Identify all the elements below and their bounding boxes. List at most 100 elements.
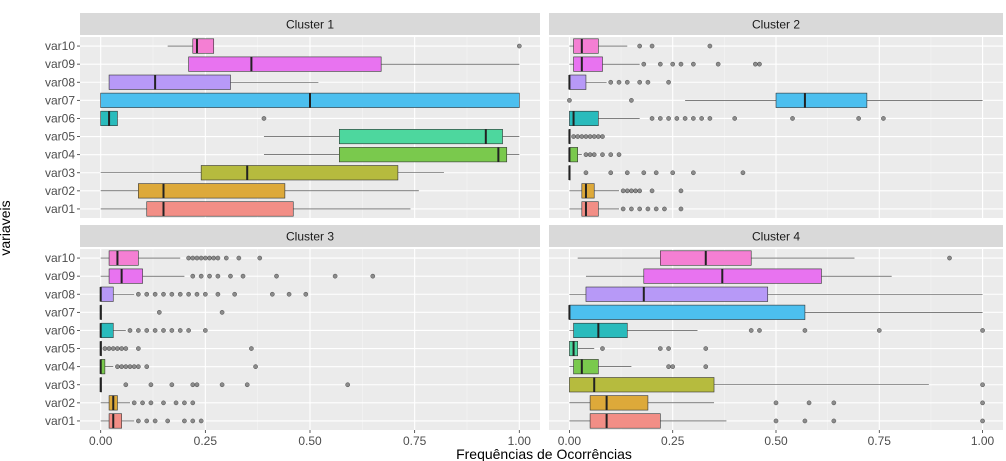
outlier-point [207, 255, 212, 261]
outlier-point [575, 134, 580, 139]
outlier-point [591, 152, 597, 157]
x-tick-label: 0.50 [764, 434, 788, 448]
y-tick-label: var04 [45, 148, 75, 162]
outlier-point [703, 364, 709, 369]
box-iqr [589, 413, 661, 429]
box-iqr [581, 201, 599, 217]
box-var09 [100, 268, 376, 284]
outlier-point [670, 61, 676, 67]
outlier-point [115, 346, 120, 351]
outlier-point [670, 170, 676, 176]
outlier-point [144, 418, 150, 424]
panel-cluster-3: Cluster 3 [80, 225, 540, 430]
outlier-point [148, 400, 154, 406]
y-tick-label: var07 [45, 93, 75, 107]
outlier-point [182, 418, 187, 424]
outlier-point [947, 255, 952, 261]
x-axis-tick-labels: 0.00 0.25 0.50 0.75 1.00 0.00 0.25 0.50 0.75 1.00 [89, 430, 995, 448]
outlier-point [148, 382, 154, 388]
outlier-point [583, 134, 589, 139]
outlier-point [161, 400, 166, 406]
outlier-point [881, 116, 886, 121]
outlier-point [136, 328, 141, 333]
box-iqr [569, 304, 806, 320]
outlier-point [123, 382, 129, 388]
outlier-point [703, 346, 709, 351]
outlier-point [190, 382, 196, 388]
outlier-point [186, 255, 191, 261]
outlier-point [658, 61, 663, 67]
box-var01 [569, 413, 985, 429]
outlier-point [517, 43, 522, 49]
outlier-point [645, 79, 651, 85]
outlier-point [240, 273, 246, 279]
outlier-point [249, 346, 254, 351]
outlier-point [198, 418, 204, 424]
outlier-point [629, 98, 634, 103]
outlier-point [194, 255, 200, 261]
outlier-point [207, 273, 212, 279]
x-tick-label: 0.25 [661, 434, 685, 448]
outlier-point [653, 206, 659, 212]
outlier-point [571, 134, 576, 139]
outlier-point [629, 188, 634, 194]
outlier-point [699, 116, 704, 121]
outlier-point [748, 328, 754, 333]
facet-strip [549, 13, 1003, 35]
box-var02 [569, 395, 985, 411]
outlier-point [674, 116, 680, 121]
box-iqr [138, 183, 286, 199]
box-var05 [263, 129, 520, 145]
box-var08 [569, 286, 983, 302]
outlier-point [666, 116, 671, 121]
outlier-point [856, 116, 861, 121]
box-var01 [100, 413, 204, 429]
outlier-point [131, 364, 137, 369]
box-iqr [108, 413, 122, 429]
box-var10 [100, 250, 263, 266]
outlier-point [773, 400, 779, 406]
y-axis-tick-labels: var10 var09 var08 var07 var06 var05 var04 var03… [45, 39, 80, 428]
outlier-point [190, 255, 196, 261]
outlier-point [190, 273, 196, 279]
outlier-point [608, 79, 614, 85]
box-var04 [263, 147, 520, 163]
outlier-point [370, 273, 376, 279]
box-var06 [100, 110, 267, 126]
box-var09 [188, 56, 520, 72]
outlier-point [641, 170, 647, 176]
x-tick-label: 0.00 [558, 434, 582, 448]
x-tick-label: 0.50 [298, 434, 322, 448]
x-tick-label: 0.00 [89, 434, 113, 448]
box-var07 [99, 304, 225, 320]
facet-title: Cluster 1 [286, 18, 334, 32]
x-tick-label: 0.25 [194, 434, 218, 448]
outlier-point [567, 98, 572, 103]
outlier-point [637, 206, 642, 212]
outlier-point [173, 400, 179, 406]
outlier-point [136, 364, 141, 369]
panel-cluster-4: Cluster 4 [549, 225, 1003, 430]
outlier-point [144, 364, 150, 369]
outlier-point [203, 291, 208, 297]
box-var07 [567, 92, 983, 108]
outlier-point [980, 328, 985, 333]
outlier-point [190, 400, 196, 406]
outlier-point [169, 382, 175, 388]
outlier-point [691, 61, 696, 67]
box-var01 [569, 201, 684, 217]
outlier-point [678, 206, 684, 212]
outlier-point [303, 291, 309, 297]
outlier-point [666, 79, 671, 85]
outlier-point [802, 328, 808, 333]
box-var02 [100, 395, 196, 411]
panel-cluster-1: Cluster 1 [80, 13, 540, 218]
outlier-point [715, 61, 721, 67]
outlier-point [190, 418, 196, 424]
outlier-point [194, 291, 200, 297]
x-tick-label: 1.00 [508, 434, 532, 448]
outlier-point [140, 400, 145, 406]
outlier-point [707, 43, 713, 49]
outlier-point [219, 382, 225, 388]
outlier-point [198, 255, 204, 261]
